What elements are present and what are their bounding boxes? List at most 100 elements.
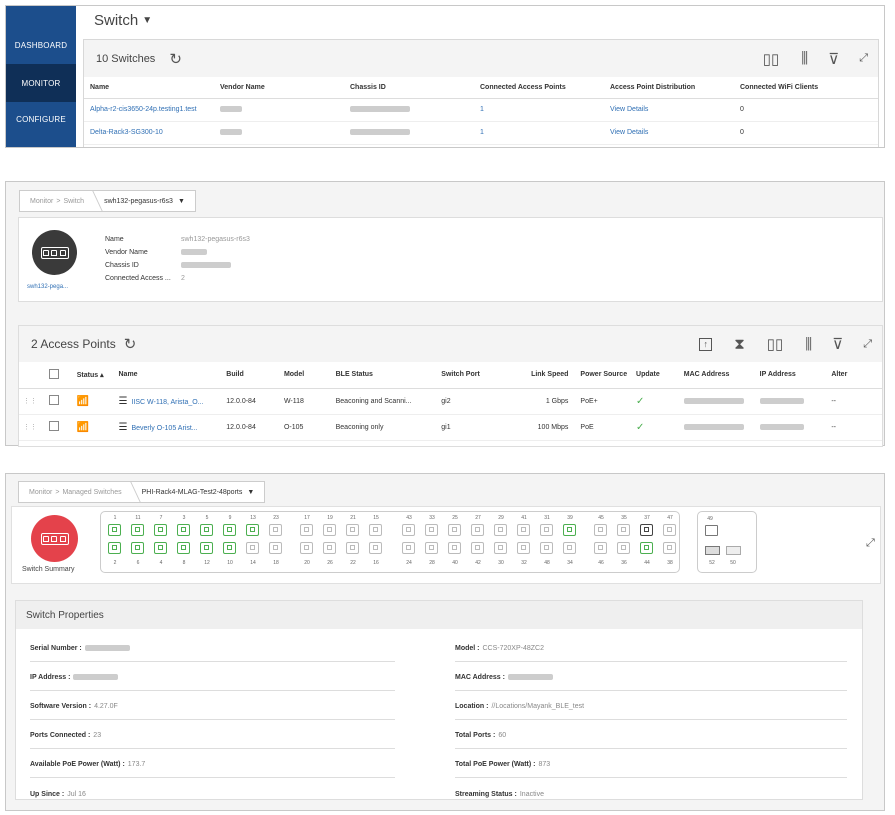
switch-name-link[interactable]: Alpha-r2-cis3650-24p.testing1.test xyxy=(84,98,214,122)
caret-down-icon[interactable]: ▼ xyxy=(177,197,185,205)
refresh-icon[interactable]: ↻ xyxy=(123,336,137,353)
drag-handle-icon[interactable]: ⋮⋮ xyxy=(19,388,45,415)
switch-port[interactable] xyxy=(425,524,438,536)
switch-port[interactable] xyxy=(640,542,653,554)
switch-port[interactable] xyxy=(223,524,236,536)
col-link-speed[interactable]: Link Speed xyxy=(508,362,577,389)
caret-down-icon[interactable]: ▼ xyxy=(247,488,255,496)
nav-monitor[interactable]: MONITOR xyxy=(6,64,76,102)
switch-port[interactable] xyxy=(640,524,653,536)
view-details-link[interactable]: View Details xyxy=(604,98,734,122)
nav-dashboard[interactable]: DASHBOARD xyxy=(14,40,68,50)
switch-port[interactable] xyxy=(494,524,507,536)
avatar-caption[interactable]: swh132-pega... xyxy=(27,284,69,290)
switch-port[interactable] xyxy=(154,524,167,536)
row-checkbox[interactable] xyxy=(44,414,73,441)
switch-port[interactable] xyxy=(663,524,676,536)
switch-port[interactable] xyxy=(108,524,121,536)
col-chassis[interactable]: Chassis ID xyxy=(344,77,474,99)
switch-port[interactable] xyxy=(200,542,213,554)
table-row[interactable]: ⋮⋮ 📶 ☰ Beverly O-105 Arist... 12.0.0-84 O… xyxy=(19,414,882,441)
switch-port[interactable] xyxy=(346,524,359,536)
switch-port[interactable] xyxy=(448,542,461,554)
drag-handle-icon[interactable]: ⋮⋮ xyxy=(19,414,45,441)
row-checkbox[interactable] xyxy=(44,388,73,415)
switch-port[interactable] xyxy=(540,524,553,536)
switch-port[interactable] xyxy=(131,524,144,536)
switch-port[interactable] xyxy=(177,524,190,536)
ap-name-link[interactable]: ☰ IISC W-118, Arista_O... xyxy=(114,388,223,415)
switch-summary-avatar[interactable] xyxy=(31,515,78,562)
breadcrumb-current[interactable]: swh132-pegasus-r6s3 xyxy=(104,197,173,205)
col-build[interactable]: Build xyxy=(222,362,280,389)
col-mac[interactable]: MAC Address xyxy=(679,362,756,389)
switch-port[interactable] xyxy=(246,542,259,554)
sfp-port[interactable] xyxy=(726,546,741,555)
expand-icon[interactable]: ⤢ xyxy=(866,537,875,549)
export-icon[interactable]: ↑ xyxy=(699,337,713,351)
table-row[interactable]: Alpha-r2-cis3650-24p.testing1.test 1 Vie… xyxy=(84,98,878,122)
filter-icon[interactable]: ⊽ xyxy=(828,50,840,68)
col-ip[interactable]: IP Address xyxy=(755,362,828,389)
switch-port[interactable] xyxy=(300,542,313,554)
col-switch-port[interactable]: Switch Port xyxy=(437,362,509,389)
column-settings-icon[interactable]: ▯▯ xyxy=(766,336,784,353)
switch-port[interactable] xyxy=(154,542,167,554)
sort-asc-icon[interactable]: ▴ xyxy=(100,371,104,379)
switch-port[interactable] xyxy=(663,542,676,554)
switch-port[interactable] xyxy=(594,524,607,536)
switch-port[interactable] xyxy=(323,524,336,536)
switch-port[interactable] xyxy=(563,542,576,554)
switch-port[interactable] xyxy=(402,542,415,554)
switch-port[interactable] xyxy=(223,542,236,554)
col-connected-aps[interactable]: Connected Access Points xyxy=(474,77,604,99)
breadcrumb-parent[interactable]: Managed Switches xyxy=(62,488,122,496)
switch-name-link[interactable]: Delta-Rack3-SG300-10 xyxy=(84,121,214,145)
breadcrumb-current[interactable]: PHI-Rack4-MLAG-Test2-48ports xyxy=(141,488,243,496)
expand-icon[interactable]: ⤢ xyxy=(863,337,872,350)
col-ap-distribution[interactable]: Access Point Distribution xyxy=(604,77,734,99)
switch-port[interactable] xyxy=(494,542,507,554)
col-model[interactable]: Model xyxy=(279,362,332,389)
switch-port[interactable] xyxy=(300,524,313,536)
view-details-link[interactable]: View Details xyxy=(604,121,734,145)
col-wifi-clients[interactable]: Connected WiFi Clients xyxy=(734,77,878,99)
col-alter[interactable]: Alter xyxy=(827,362,882,389)
sfp-port[interactable] xyxy=(705,525,718,536)
switch-port[interactable] xyxy=(269,524,282,536)
switch-port[interactable] xyxy=(269,542,282,554)
col-ble-status[interactable]: BLE Status xyxy=(331,362,438,389)
page-title[interactable]: Switch xyxy=(94,11,139,29)
switch-port[interactable] xyxy=(200,524,213,536)
breadcrumb-parent[interactable]: Switch xyxy=(63,197,85,205)
switch-port[interactable] xyxy=(517,524,530,536)
switch-port[interactable] xyxy=(563,524,576,536)
ap-count-cell[interactable]: 1 xyxy=(474,98,604,122)
switch-port[interactable] xyxy=(617,524,630,536)
table-row[interactable]: ⋮⋮ 📶 ☰ IISC W-118, Arista_O... 12.0.0-84 … xyxy=(19,388,882,415)
switch-port[interactable] xyxy=(540,542,553,554)
switch-port[interactable] xyxy=(246,524,259,536)
columns-icon[interactable]: ⫼ xyxy=(801,50,809,67)
col-vendor[interactable]: Vendor Name xyxy=(214,77,344,99)
col-name[interactable]: Name xyxy=(84,77,214,99)
switch-port[interactable] xyxy=(369,542,382,554)
breadcrumb-root[interactable]: Monitor xyxy=(30,197,54,205)
ap-name-link[interactable]: ☰ Beverly O-105 Arist... xyxy=(114,414,223,441)
nav-configure[interactable]: CONFIGURE xyxy=(16,114,66,124)
switch-port[interactable] xyxy=(369,524,382,536)
switch-port[interactable] xyxy=(517,542,530,554)
switch-port[interactable] xyxy=(402,524,415,536)
caret-down-icon[interactable]: ▼ xyxy=(142,14,153,26)
switch-port[interactable] xyxy=(177,542,190,554)
switch-port[interactable] xyxy=(471,524,484,536)
filter-icon[interactable]: ⊽ xyxy=(832,336,844,353)
table-row[interactable]: Delta-Rack3-SG300-10 1 View Details 0 xyxy=(84,121,878,145)
switch-port[interactable] xyxy=(448,524,461,536)
switch-port[interactable] xyxy=(471,542,484,554)
switch-port[interactable] xyxy=(425,542,438,554)
select-all-checkbox[interactable] xyxy=(44,362,73,389)
col-name[interactable]: Name xyxy=(114,362,223,389)
breadcrumb-root[interactable]: Monitor xyxy=(29,488,53,496)
column-settings-icon[interactable]: ▯▯ xyxy=(762,50,780,68)
